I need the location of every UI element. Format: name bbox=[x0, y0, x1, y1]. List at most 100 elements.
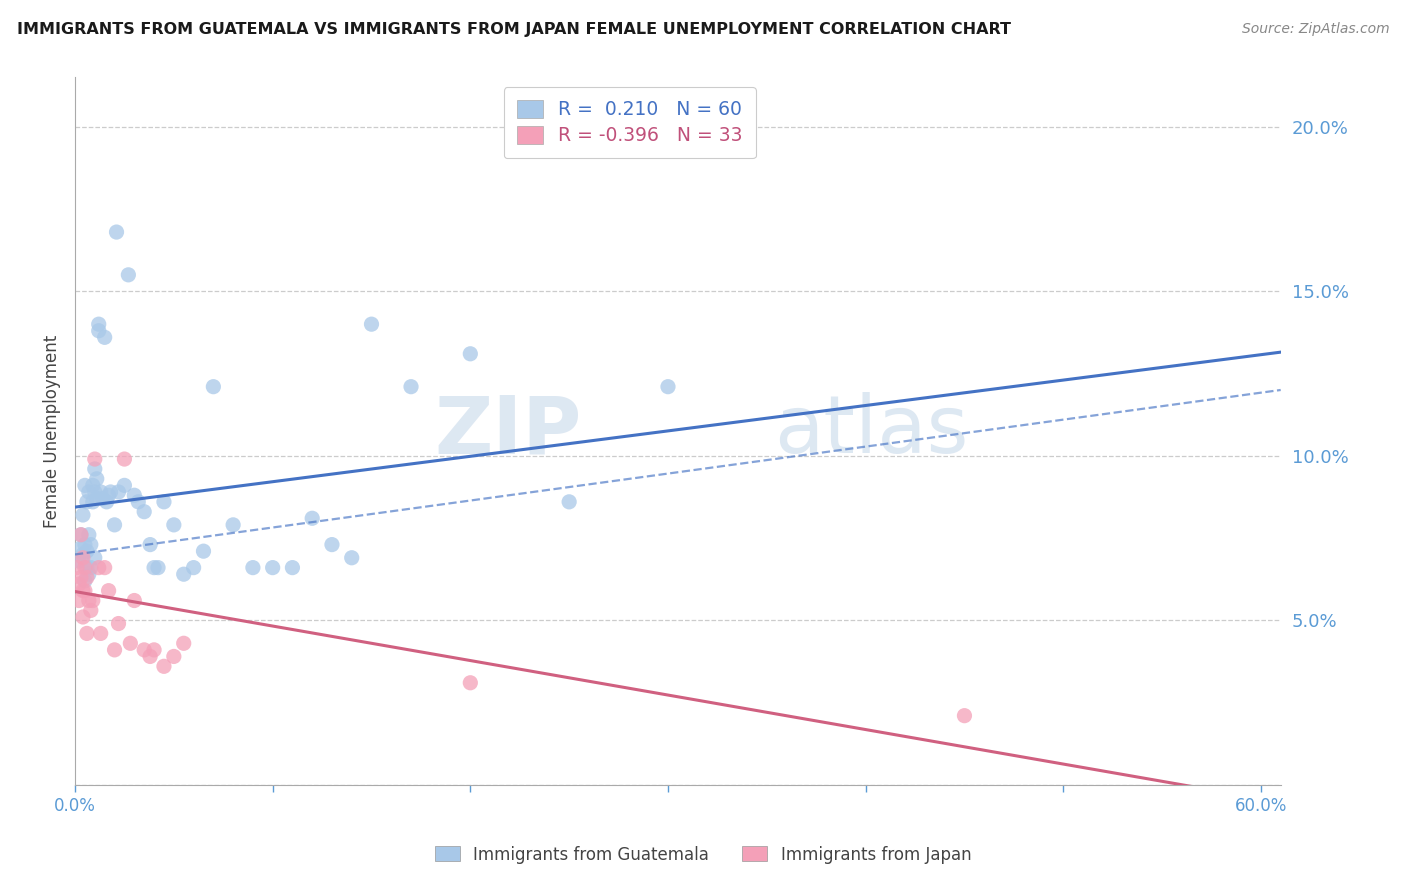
Point bbox=[72, 550, 94, 565]
Point bbox=[72, 583, 94, 598]
Point bbox=[93, 560, 115, 574]
Point bbox=[301, 511, 323, 525]
Point bbox=[139, 649, 162, 664]
Point bbox=[117, 268, 139, 282]
Point bbox=[163, 517, 186, 532]
Point bbox=[70, 527, 93, 541]
Point bbox=[72, 548, 94, 562]
Point bbox=[953, 708, 976, 723]
Point bbox=[262, 560, 284, 574]
Point bbox=[193, 544, 215, 558]
Point bbox=[80, 560, 103, 574]
Point bbox=[87, 324, 110, 338]
Point bbox=[83, 462, 105, 476]
Point bbox=[87, 317, 110, 331]
Point bbox=[105, 225, 128, 239]
Y-axis label: Female Unemployment: Female Unemployment bbox=[44, 334, 60, 528]
Point bbox=[399, 380, 422, 394]
Point bbox=[183, 560, 205, 574]
Point bbox=[96, 495, 118, 509]
Point bbox=[87, 560, 110, 574]
Point bbox=[242, 560, 264, 574]
Point bbox=[120, 636, 142, 650]
Point bbox=[76, 560, 98, 574]
Point bbox=[173, 567, 195, 582]
Text: IMMIGRANTS FROM GUATEMALA VS IMMIGRANTS FROM JAPAN FEMALE UNEMPLOYMENT CORRELATI: IMMIGRANTS FROM GUATEMALA VS IMMIGRANTS … bbox=[17, 22, 1011, 37]
Text: atlas: atlas bbox=[775, 392, 969, 470]
Point bbox=[340, 550, 363, 565]
Point bbox=[80, 538, 103, 552]
Point bbox=[103, 643, 125, 657]
Point bbox=[83, 452, 105, 467]
Text: ZIP: ZIP bbox=[434, 392, 582, 470]
Point bbox=[73, 583, 96, 598]
Point bbox=[70, 570, 93, 584]
Point bbox=[97, 488, 120, 502]
Point bbox=[139, 538, 162, 552]
Point bbox=[153, 495, 176, 509]
Point bbox=[460, 675, 482, 690]
Point bbox=[72, 610, 94, 624]
Point bbox=[80, 603, 103, 617]
Point bbox=[146, 560, 169, 574]
Point bbox=[124, 488, 146, 502]
Point bbox=[134, 505, 156, 519]
Point bbox=[107, 485, 129, 500]
Point bbox=[97, 583, 120, 598]
Point bbox=[73, 538, 96, 552]
Point bbox=[143, 560, 166, 574]
Legend: R =  0.210   N = 60, R = -0.396   N = 33: R = 0.210 N = 60, R = -0.396 N = 33 bbox=[503, 87, 755, 159]
Point bbox=[76, 544, 98, 558]
Point bbox=[281, 560, 304, 574]
Point bbox=[83, 485, 105, 500]
Point bbox=[321, 538, 343, 552]
Point bbox=[76, 626, 98, 640]
Point bbox=[77, 485, 100, 500]
Point bbox=[202, 380, 225, 394]
Point bbox=[91, 491, 114, 506]
Point bbox=[93, 330, 115, 344]
Point bbox=[77, 567, 100, 582]
Point bbox=[73, 574, 96, 588]
Point bbox=[222, 517, 245, 532]
Point bbox=[76, 570, 98, 584]
Point bbox=[67, 554, 90, 568]
Point bbox=[112, 452, 135, 467]
Point bbox=[124, 593, 146, 607]
Point bbox=[103, 517, 125, 532]
Point bbox=[86, 472, 108, 486]
Point bbox=[82, 593, 104, 607]
Point bbox=[77, 527, 100, 541]
Point bbox=[86, 491, 108, 506]
Point bbox=[134, 643, 156, 657]
Point bbox=[558, 495, 581, 509]
Point bbox=[657, 380, 679, 394]
Point bbox=[90, 485, 112, 500]
Point bbox=[82, 495, 104, 509]
Point bbox=[112, 478, 135, 492]
Point bbox=[143, 643, 166, 657]
Point bbox=[77, 593, 100, 607]
Point bbox=[107, 616, 129, 631]
Point bbox=[163, 649, 186, 664]
Point bbox=[66, 560, 89, 574]
Point bbox=[153, 659, 176, 673]
Point bbox=[360, 317, 382, 331]
Point bbox=[100, 485, 122, 500]
Text: Source: ZipAtlas.com: Source: ZipAtlas.com bbox=[1241, 22, 1389, 37]
Point bbox=[73, 560, 96, 574]
Point bbox=[460, 347, 482, 361]
Point bbox=[67, 593, 90, 607]
Point bbox=[127, 495, 149, 509]
Point bbox=[90, 626, 112, 640]
Point bbox=[73, 478, 96, 492]
Point bbox=[82, 478, 104, 492]
Point bbox=[67, 577, 90, 591]
Point bbox=[72, 508, 94, 522]
Point bbox=[76, 495, 98, 509]
Point bbox=[173, 636, 195, 650]
Point bbox=[70, 541, 93, 555]
Legend: Immigrants from Guatemala, Immigrants from Japan: Immigrants from Guatemala, Immigrants fr… bbox=[427, 839, 979, 871]
Point bbox=[70, 527, 93, 541]
Point bbox=[83, 550, 105, 565]
